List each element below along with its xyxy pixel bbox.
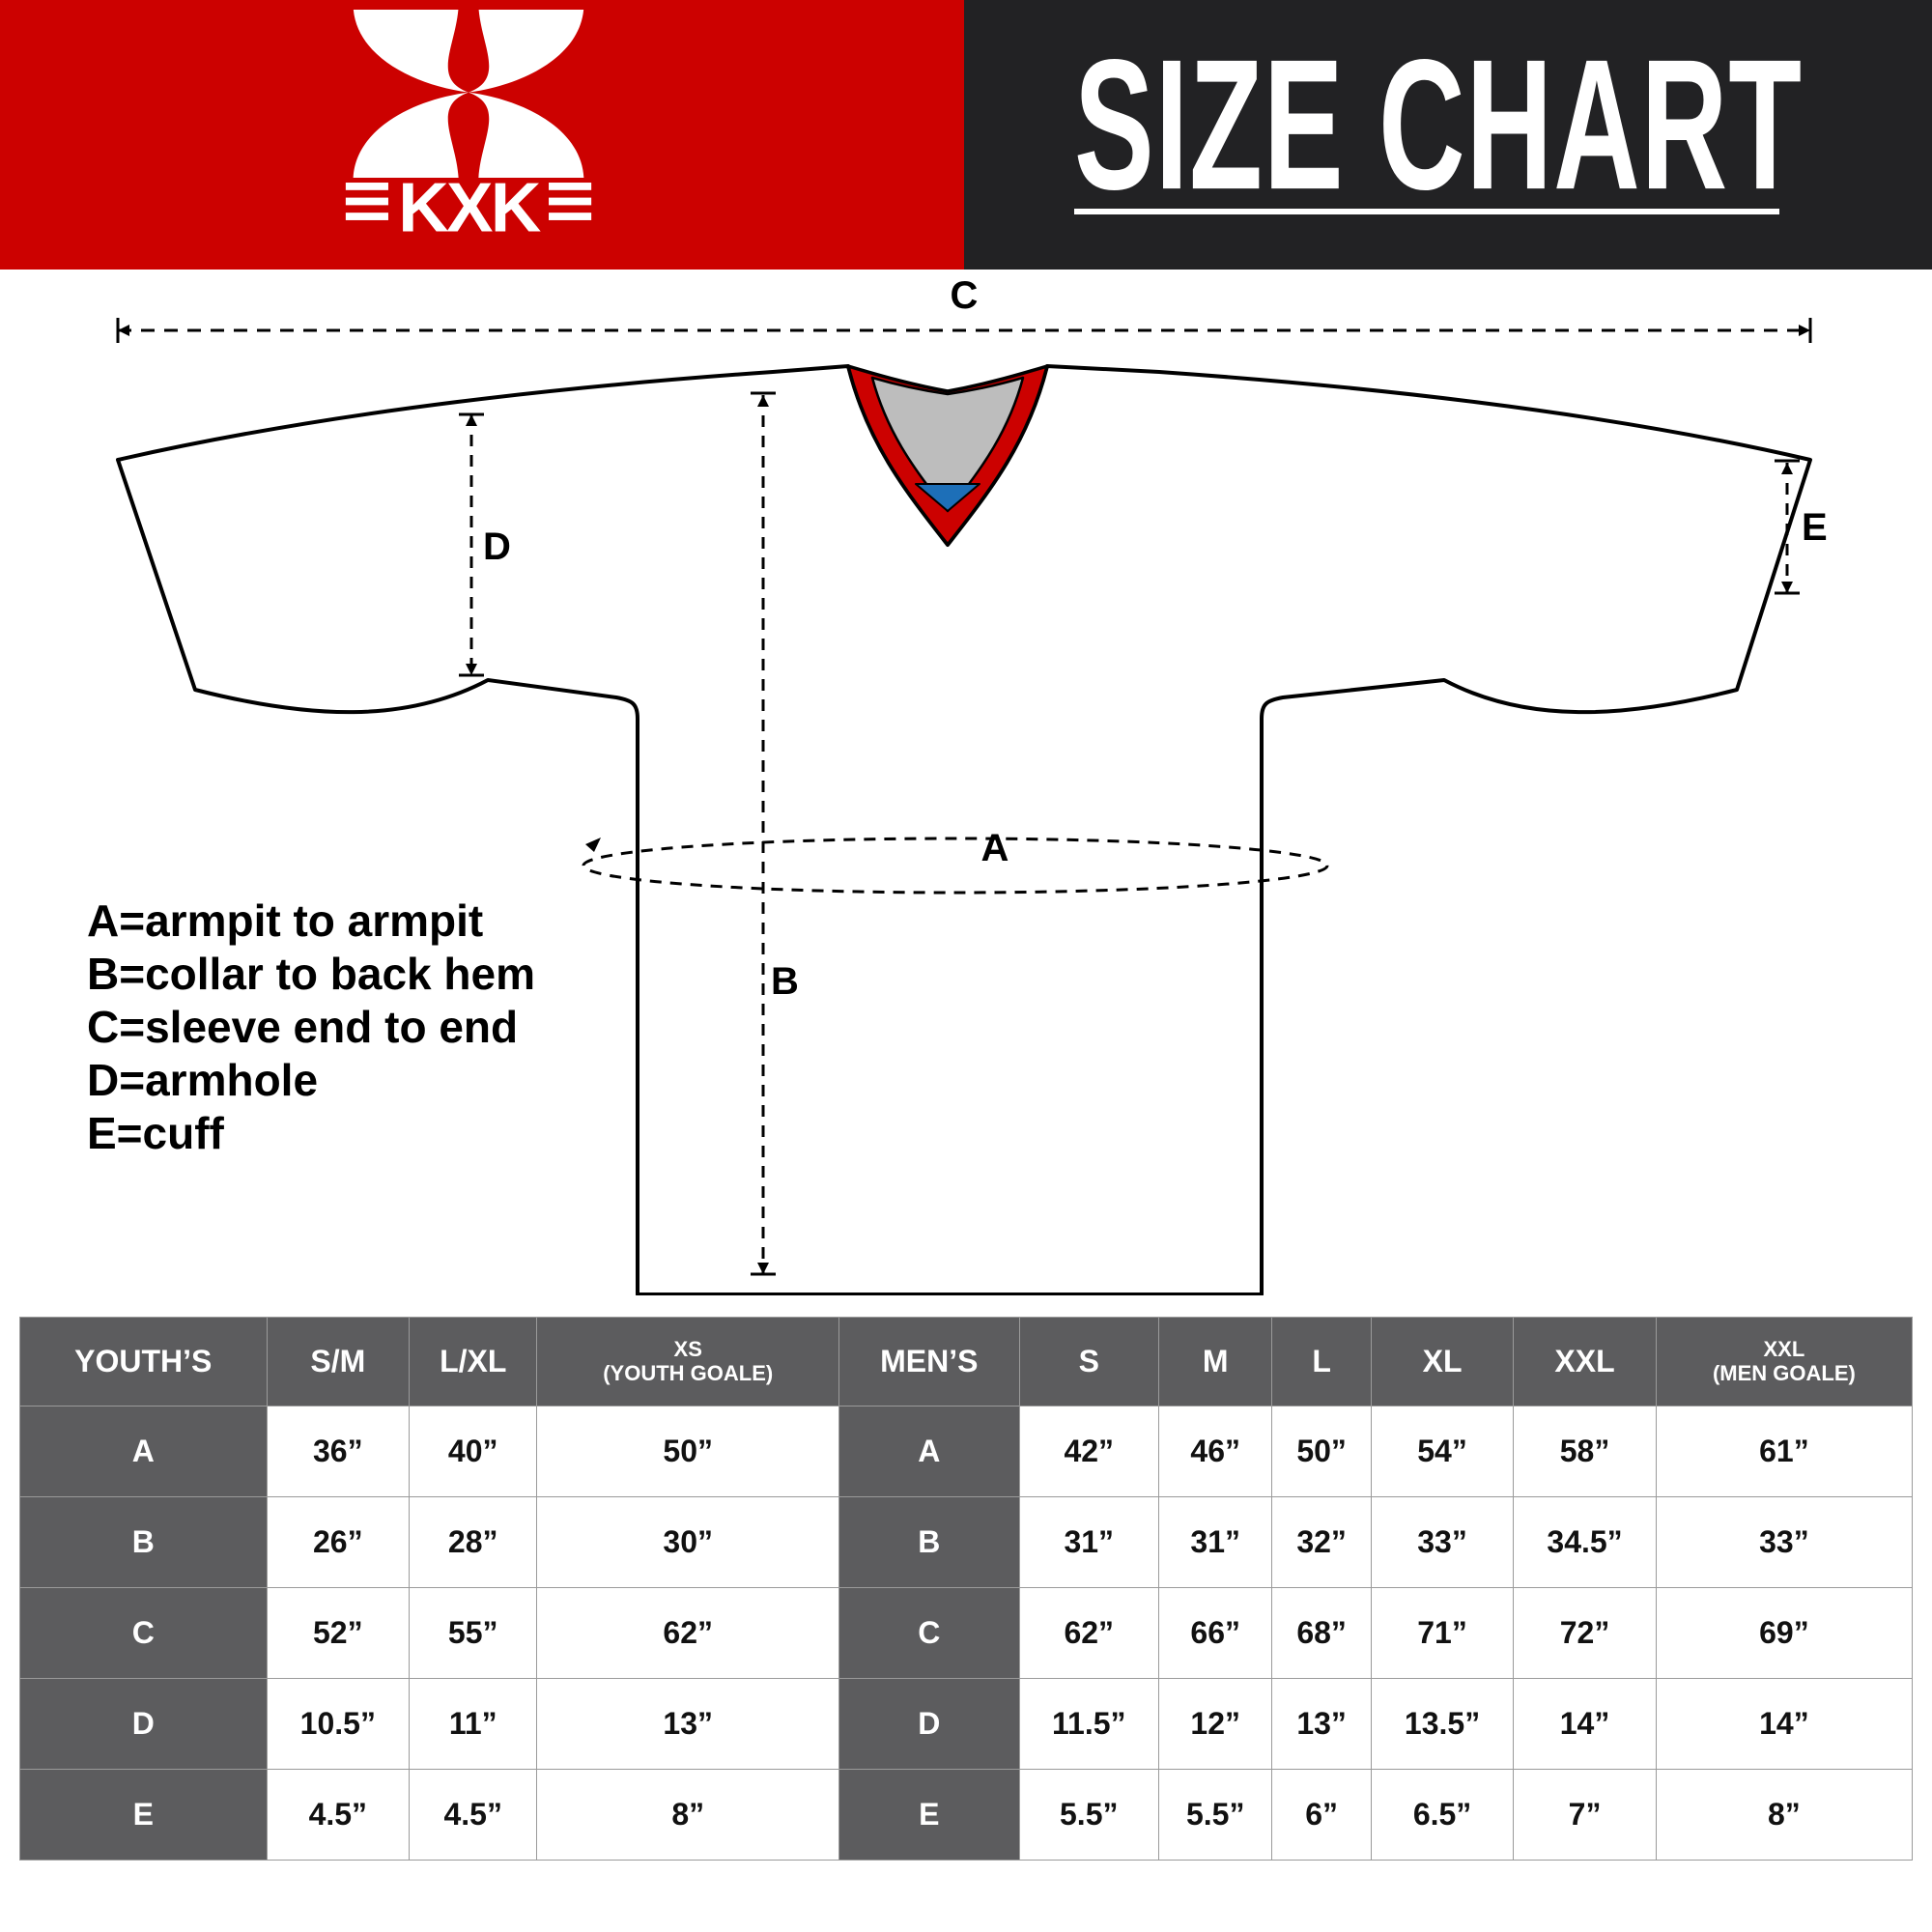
svg-text:E=cuff: E=cuff — [87, 1108, 225, 1158]
svg-text:B: B — [771, 960, 799, 1003]
svg-text:D: D — [483, 526, 511, 568]
svg-text:C=sleeve end to end: C=sleeve end to end — [87, 1002, 518, 1052]
svg-text:D=armhole: D=armhole — [87, 1055, 318, 1105]
svg-text:A=armpit to armpit: A=armpit to armpit — [87, 895, 483, 946]
svg-text:A: A — [981, 827, 1009, 869]
svg-text:KXK: KXK — [398, 169, 541, 242]
svg-text:E: E — [1802, 506, 1828, 549]
svg-text:B=collar to back hem: B=collar to back hem — [87, 949, 535, 999]
svg-text:C: C — [951, 274, 979, 317]
